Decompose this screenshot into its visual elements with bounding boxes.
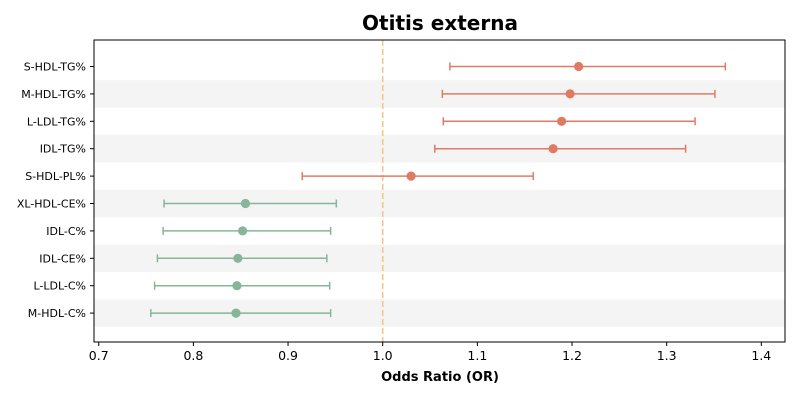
y-tick-label: S-HDL-PL% xyxy=(25,170,86,183)
x-axis-label: Odds Ratio (OR) xyxy=(381,370,499,385)
or-point xyxy=(233,253,243,263)
forest-row xyxy=(153,281,331,291)
or-point xyxy=(574,61,584,72)
or-point xyxy=(548,144,558,154)
forest-row xyxy=(441,89,716,99)
y-tick-label: IDL-C% xyxy=(46,225,86,238)
x-tick-label: 1.3 xyxy=(657,348,677,363)
or-point xyxy=(231,308,241,318)
chart-title: Otitis externa xyxy=(362,11,518,35)
x-tick-label: 0.7 xyxy=(89,348,109,363)
or-point xyxy=(565,89,575,99)
y-tick-label: IDL-TG% xyxy=(40,143,86,156)
forest-row xyxy=(163,198,338,209)
x-tick-label: 1.0 xyxy=(373,348,393,363)
forest-row xyxy=(150,308,332,318)
x-tick-label: 0.8 xyxy=(183,348,203,363)
y-tick-label: S-HDL-TG% xyxy=(24,61,86,74)
y-tick-label: M-HDL-C% xyxy=(28,307,86,320)
x-tick-label: 1.1 xyxy=(467,348,487,363)
plot-frame xyxy=(93,39,786,343)
y-axis: S-HDL-TG% M-HDL-TG% L-LDL-TG% IDL-TG% S-HDL-… xyxy=(17,61,94,320)
y-tick-label: L-LDL-C% xyxy=(33,280,86,293)
forest-row xyxy=(301,171,534,181)
forest-row xyxy=(434,144,687,154)
x-tick-label: 0.9 xyxy=(278,348,298,363)
y-tick-label: IDL-CE% xyxy=(39,252,86,265)
y-tick-label: L-LDL-TG% xyxy=(27,115,86,128)
or-point xyxy=(406,171,416,181)
or-point xyxy=(232,281,242,291)
or-point xyxy=(557,116,567,126)
y-tick-label: XL-HDL-CE% xyxy=(17,198,86,211)
forest-row xyxy=(449,61,727,72)
data-marks xyxy=(150,61,727,318)
x-tick-label: 1.2 xyxy=(562,348,582,363)
forest-row xyxy=(162,226,332,236)
or-point xyxy=(240,198,251,209)
y-tick-label: M-HDL-TG% xyxy=(21,88,86,101)
forest-row xyxy=(156,253,328,263)
forest-row xyxy=(442,116,696,126)
x-axis: 0.7 0.8 0.9 1.0 1.1 1.2 1.3 1.4 xyxy=(89,342,771,363)
x-tick-label: 1.4 xyxy=(751,348,771,363)
or-point xyxy=(238,226,248,236)
